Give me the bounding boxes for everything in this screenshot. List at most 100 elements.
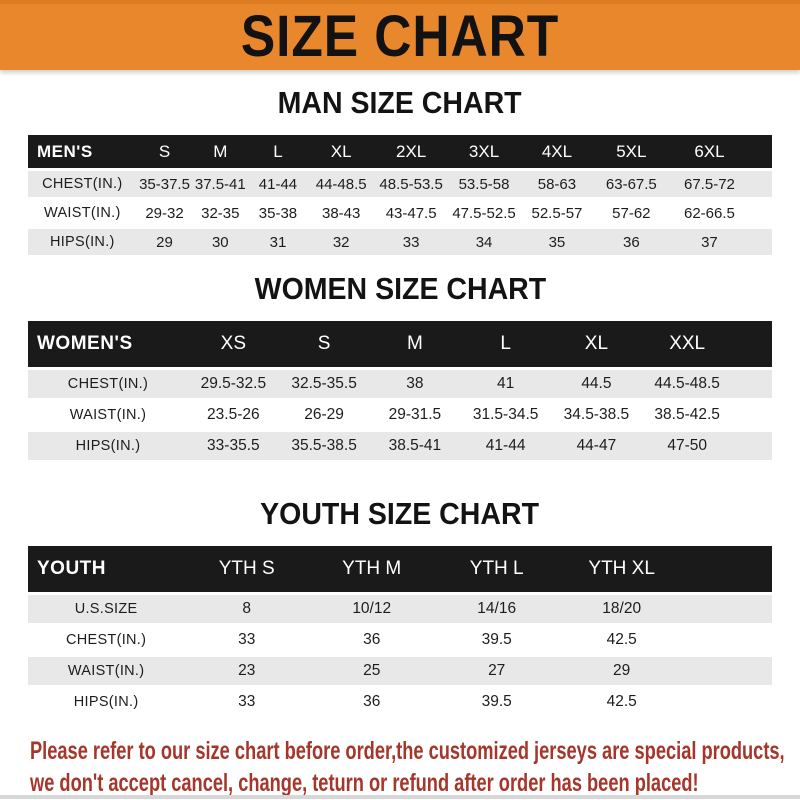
row-label: U.S.SIZE	[28, 595, 185, 623]
size-value-cell: 44-47	[551, 432, 642, 460]
size-value-cell: 31.5-34.5	[460, 401, 552, 429]
size-value-cell: 34	[447, 229, 521, 255]
disclaimer-line-2: we don't accept cancel, change, teturn o…	[30, 769, 699, 797]
size-value-cell: 27	[434, 657, 560, 685]
size-value-cell: 37.5-41	[192, 171, 249, 197]
size-value-cell: 57-62	[593, 200, 670, 226]
table-title-cell: MEN'S	[28, 135, 137, 168]
table-row: HIPS(IN.) 29 30 31 32 33 34 35 36 37	[28, 229, 772, 255]
size-value-cell: 18/20	[559, 595, 685, 623]
size-value-cell: 32.5-35.5	[278, 370, 370, 398]
size-value-cell: 36	[593, 229, 670, 255]
row-filler-cell	[749, 229, 772, 255]
table-row: HIPS(IN.) 33 36 39.5 42.5	[28, 688, 772, 716]
column-header: 5XL	[593, 135, 670, 168]
size-value-cell: 34.5-38.5	[551, 401, 642, 429]
table-row: CHEST(IN.) 29.5-32.5 32.5-35.5 38 41 44.5 44.5…	[28, 370, 772, 398]
size-value-cell: 31	[248, 229, 308, 255]
row-label: HIPS(IN.)	[28, 229, 137, 255]
table-row: WAIST(IN.) 29-32 32-35 35-38 38-43 43-47.5 47.…	[28, 200, 772, 226]
size-value-cell: 38	[369, 370, 461, 398]
size-value-cell: 41-44	[248, 171, 308, 197]
column-header: 2XL	[374, 135, 448, 168]
size-value-cell: 37	[669, 229, 750, 255]
women-size-chart-heading-text: WOMEN SIZE CHART	[254, 271, 546, 306]
size-value-cell: 44.5	[551, 370, 642, 398]
size-value-cell: 39.5	[434, 626, 560, 654]
youth-size-table: YOUTH YTH S YTH M YTH L YTH XL U.S.SIZE 8 10/12…	[28, 543, 772, 719]
row-filler-cell	[684, 657, 772, 685]
row-filler-cell	[749, 200, 772, 226]
size-value-cell: 35-37.5	[136, 171, 193, 197]
size-value-cell: 32-35	[192, 200, 249, 226]
row-filler-cell	[684, 595, 772, 623]
size-value-cell: 26-29	[278, 401, 370, 429]
size-value-cell: 29-31.5	[369, 401, 461, 429]
men-size-table: MEN'S S M L XL 2XL 3XL 4XL 5XL 6XL CHEST(IN.) 35-37…	[28, 132, 772, 258]
size-value-cell: 63-67.5	[593, 171, 670, 197]
size-value-cell: 33-35.5	[187, 432, 279, 460]
size-value-cell: 35	[520, 229, 594, 255]
size-value-cell: 33	[184, 626, 310, 654]
size-value-cell: 29	[559, 657, 685, 685]
row-label: CHEST(IN.)	[28, 171, 137, 197]
column-header: S	[278, 321, 370, 367]
size-value-cell: 36	[309, 688, 435, 716]
row-filler-cell	[732, 370, 772, 398]
row-label: WAIST(IN.)	[28, 401, 188, 429]
column-header: S	[136, 135, 193, 168]
row-label: CHEST(IN.)	[28, 626, 185, 654]
size-value-cell: 44.5-48.5	[641, 370, 733, 398]
size-value-cell: 39.5	[434, 688, 560, 716]
size-value-cell: 41	[460, 370, 552, 398]
column-header: XL	[551, 321, 642, 367]
women-size-table: WOMEN'S XS S M L XL XXL CHEST(IN.) 29.5-32.5 32.5…	[28, 318, 772, 463]
row-label: HIPS(IN.)	[28, 688, 185, 716]
youth-size-chart-heading: YOUTH SIZE CHART	[0, 497, 800, 531]
size-value-cell: 33	[374, 229, 448, 255]
size-value-cell: 58-63	[520, 171, 594, 197]
size-value-cell: 23	[184, 657, 310, 685]
row-filler-cell	[749, 171, 772, 197]
column-header: 4XL	[520, 135, 594, 168]
column-header: L	[248, 135, 308, 168]
row-label: WAIST(IN.)	[28, 657, 185, 685]
size-value-cell: 62-66.5	[669, 200, 750, 226]
table-header-row: YOUTH YTH S YTH M YTH L YTH XL	[28, 546, 772, 592]
size-value-cell: 44-48.5	[307, 171, 375, 197]
table-header-row: WOMEN'S XS S M L XL XXL	[28, 321, 772, 367]
table-row: CHEST(IN.) 35-37.5 37.5-41 41-44 44-48.5 48.5…	[28, 171, 772, 197]
size-value-cell: 32	[307, 229, 375, 255]
size-value-cell: 30	[192, 229, 249, 255]
size-value-cell: 38-43	[307, 200, 375, 226]
row-label: CHEST(IN.)	[28, 370, 188, 398]
table-row: HIPS(IN.) 33-35.5 35.5-38.5 38.5-41 41-44 44-…	[28, 432, 772, 460]
size-value-cell: 41-44	[460, 432, 552, 460]
size-value-cell: 35-38	[248, 200, 308, 226]
order-disclaimer: Please refer to our size chart before or…	[0, 735, 800, 799]
size-value-cell: 42.5	[559, 626, 685, 654]
table-row: CHEST(IN.) 33 36 39.5 42.5	[28, 626, 772, 654]
column-header: M	[192, 135, 249, 168]
size-value-cell: 29	[136, 229, 193, 255]
size-value-cell: 53.5-58	[447, 171, 521, 197]
size-value-cell: 48.5-53.5	[374, 171, 448, 197]
image-bottom-edge	[0, 795, 800, 799]
size-value-cell: 10/12	[309, 595, 435, 623]
disclaimer-line-1: Please refer to our size chart before or…	[30, 737, 785, 765]
column-header: L	[460, 321, 552, 367]
size-value-cell: 67.5-72	[669, 171, 750, 197]
table-header-row: MEN'S S M L XL 2XL 3XL 4XL 5XL 6XL	[28, 135, 772, 168]
size-value-cell: 25	[309, 657, 435, 685]
size-value-cell: 43-47.5	[374, 200, 448, 226]
row-filler-cell	[732, 401, 772, 429]
row-filler-cell	[684, 626, 772, 654]
row-label: WAIST(IN.)	[28, 200, 137, 226]
table-row: U.S.SIZE 8 10/12 14/16 18/20	[28, 595, 772, 623]
size-chart-banner: SIZE CHART	[0, 0, 800, 70]
size-value-cell: 14/16	[434, 595, 560, 623]
table-title-cell: WOMEN'S	[28, 321, 188, 367]
column-header: M	[369, 321, 461, 367]
man-size-chart-heading: MAN SIZE CHART	[0, 86, 800, 120]
row-label: HIPS(IN.)	[28, 432, 188, 460]
